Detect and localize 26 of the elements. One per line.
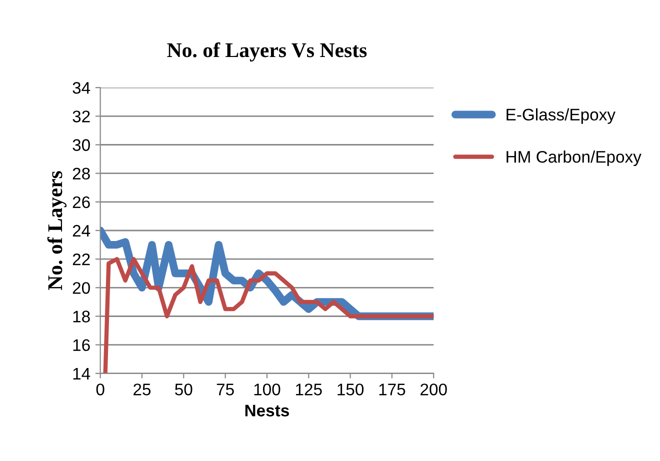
y-tick-label: 20 <box>72 282 90 294</box>
chart-title: No. of Layers Vs Nests <box>167 42 367 62</box>
y-tick-label: 14 <box>73 368 90 380</box>
x-tick-label: 25 <box>134 384 151 396</box>
x-tick-label: 75 <box>216 384 234 396</box>
x-tick-label: 175 <box>379 384 406 396</box>
x-tick-label: 150 <box>338 384 364 396</box>
y-tick-label: 26 <box>72 196 90 208</box>
y-tick-label: 32 <box>72 110 90 122</box>
x-tick-label: 125 <box>296 384 322 396</box>
y-tick-label: 22 <box>72 253 90 266</box>
y-tick-label: 18 <box>73 310 90 322</box>
y-tick-label: 28 <box>72 168 90 180</box>
y-tick-label: 24 <box>72 224 90 237</box>
legend-label: E-Glass/Epoxy <box>506 108 616 124</box>
y-tick-label: 16 <box>73 339 90 352</box>
legend-label: HM Carbon/Epoxy <box>506 150 642 166</box>
x-tick-label: 100 <box>254 384 280 396</box>
y-tick-label: 30 <box>72 139 90 151</box>
x-tick-label: 200 <box>420 384 447 396</box>
line-series <box>103 256 434 374</box>
x-tick-label: 0 <box>96 384 104 396</box>
x-tick-label: 50 <box>175 384 192 396</box>
y-axis-title: No. of Layers <box>47 171 67 290</box>
y-tick-label: 34 <box>72 82 90 94</box>
x-axis-title: Nests <box>245 404 289 416</box>
